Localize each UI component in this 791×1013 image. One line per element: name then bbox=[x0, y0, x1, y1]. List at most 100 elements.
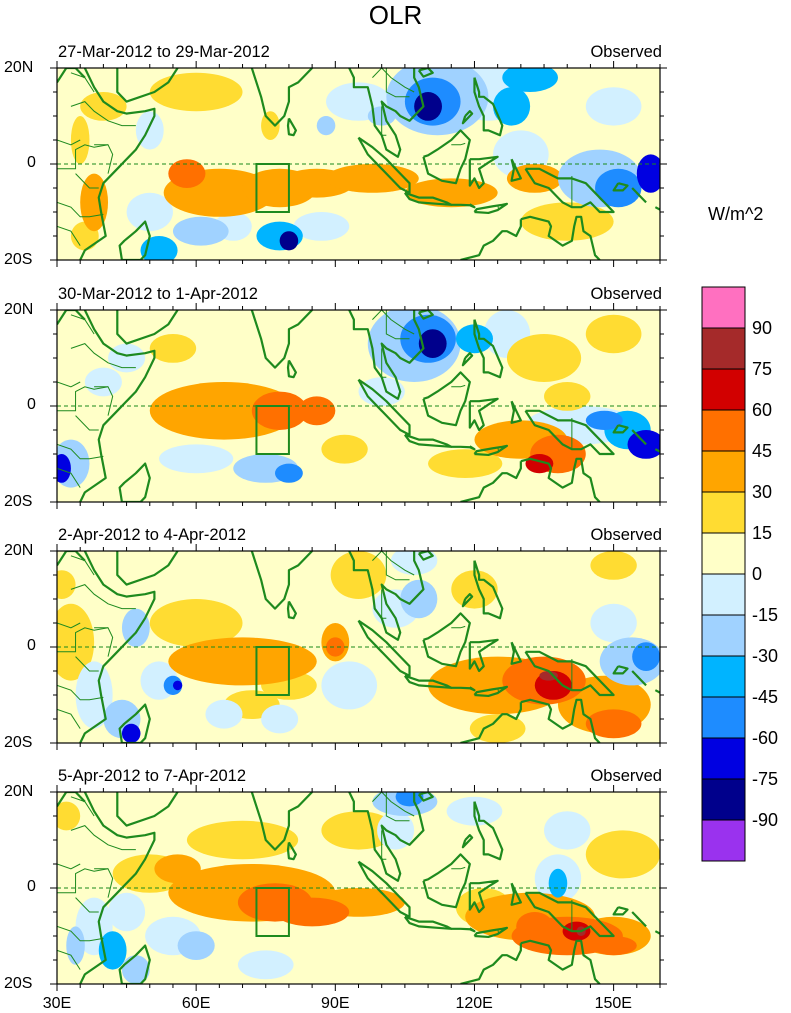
olr-anomaly-region bbox=[121, 608, 150, 647]
olr-anomaly-region bbox=[395, 792, 424, 807]
coastline bbox=[357, 378, 411, 436]
olr-anomaly-region bbox=[585, 709, 642, 739]
map-panel-2 bbox=[50, 291, 667, 509]
country-border bbox=[385, 551, 410, 581]
country-border bbox=[326, 517, 349, 541]
olr-anomaly-region bbox=[632, 642, 660, 671]
olr-anomaly-region bbox=[84, 367, 122, 397]
country-border bbox=[326, 34, 349, 58]
olr-anomaly-region bbox=[168, 637, 317, 686]
coastline bbox=[654, 930, 660, 935]
coastline bbox=[460, 219, 522, 260]
lat-label-20s: 20S bbox=[4, 493, 33, 510]
colorbar-segment bbox=[701, 696, 746, 739]
olr-anomaly-region bbox=[168, 159, 206, 189]
country-border bbox=[94, 144, 114, 174]
olr-anomaly-region bbox=[493, 87, 531, 126]
coastline bbox=[654, 448, 660, 453]
coastline bbox=[228, 551, 313, 610]
coastline bbox=[461, 110, 474, 125]
coastline bbox=[57, 68, 86, 83]
olr-anomaly-region bbox=[205, 699, 243, 729]
coastline bbox=[473, 444, 509, 457]
coastline bbox=[631, 911, 647, 928]
coastline bbox=[520, 698, 601, 743]
olr-anomaly-region bbox=[520, 202, 614, 241]
olr-anomaly-region bbox=[172, 680, 183, 691]
olr-anomaly-region bbox=[330, 551, 387, 599]
colorbar-label: 30 bbox=[752, 482, 773, 502]
colorbar-segment bbox=[701, 327, 746, 370]
country-border bbox=[57, 386, 109, 412]
coastline bbox=[510, 158, 522, 182]
colorbar-units: W/m^2 bbox=[708, 204, 764, 224]
lat-label-20s: 20S bbox=[4, 251, 33, 268]
olr-anomaly-region bbox=[108, 343, 146, 373]
country-border bbox=[385, 792, 410, 822]
coastline bbox=[473, 77, 504, 137]
olr-anomaly-region bbox=[516, 912, 554, 941]
olr-anomaly-region bbox=[57, 454, 71, 483]
olr-anomaly-region bbox=[418, 329, 447, 358]
olr-anomaly-region bbox=[149, 382, 299, 440]
coastline bbox=[520, 939, 601, 984]
olr-anomaly-region bbox=[149, 72, 243, 112]
colorbar-segment bbox=[701, 655, 746, 698]
olr-anomaly-region bbox=[121, 955, 150, 984]
coastline bbox=[612, 665, 629, 675]
coastline bbox=[57, 792, 86, 807]
panel-date-range: 2-Apr-2012 to 4-Apr-2012 bbox=[58, 526, 247, 544]
colorbar-segment bbox=[701, 778, 746, 821]
country-border bbox=[385, 68, 410, 98]
country-border bbox=[57, 139, 81, 146]
coastline bbox=[524, 409, 615, 456]
lat-label-20n: 20N bbox=[4, 301, 34, 318]
country-border bbox=[372, 551, 415, 576]
country-border bbox=[57, 925, 104, 942]
coastline bbox=[451, 686, 476, 692]
index-box bbox=[255, 646, 290, 696]
panel-observed-tag: Observed bbox=[590, 43, 662, 61]
coastline bbox=[339, 792, 425, 882]
coastline bbox=[116, 68, 179, 103]
coastline bbox=[631, 429, 647, 446]
country-border bbox=[57, 201, 104, 218]
coastline bbox=[654, 689, 660, 694]
olr-anomaly-region bbox=[428, 449, 503, 478]
coastline bbox=[460, 461, 522, 502]
map-panel-3 bbox=[50, 517, 667, 750]
country-border bbox=[57, 225, 81, 246]
country-border bbox=[94, 627, 114, 657]
olr-anomaly-region bbox=[506, 334, 582, 382]
olr-anomaly-region bbox=[451, 570, 498, 609]
coastline bbox=[473, 926, 509, 939]
panel-date-range: 5-Apr-2012 to 7-Apr-2012 bbox=[58, 767, 247, 785]
olr-anomaly-region bbox=[502, 68, 558, 92]
coastline bbox=[417, 792, 434, 802]
coastline bbox=[339, 68, 425, 158]
olr-anomaly-region bbox=[506, 164, 563, 193]
coastline bbox=[422, 371, 471, 427]
country-border bbox=[94, 386, 114, 416]
country-border bbox=[75, 173, 99, 189]
coastline bbox=[461, 834, 474, 849]
coastline bbox=[118, 703, 151, 743]
coastline bbox=[631, 187, 647, 204]
olr-anomaly-region bbox=[455, 324, 494, 354]
coastline bbox=[417, 551, 434, 561]
coastline bbox=[417, 310, 434, 320]
panel-date-range: 30-Mar-2012 to 1-Apr-2012 bbox=[58, 285, 258, 303]
olr-anomaly-region bbox=[326, 164, 419, 193]
colorbar-segment bbox=[701, 573, 746, 616]
country-border bbox=[451, 866, 466, 870]
colorbar-segment bbox=[701, 368, 746, 411]
coastline bbox=[116, 310, 179, 345]
coastline bbox=[612, 424, 629, 434]
coastline bbox=[468, 397, 499, 432]
coastline bbox=[474, 291, 481, 301]
coastline bbox=[339, 551, 425, 641]
coastline bbox=[654, 206, 660, 211]
coastline bbox=[473, 202, 509, 215]
olr-anomaly-region bbox=[590, 551, 637, 580]
country-border bbox=[75, 415, 99, 431]
